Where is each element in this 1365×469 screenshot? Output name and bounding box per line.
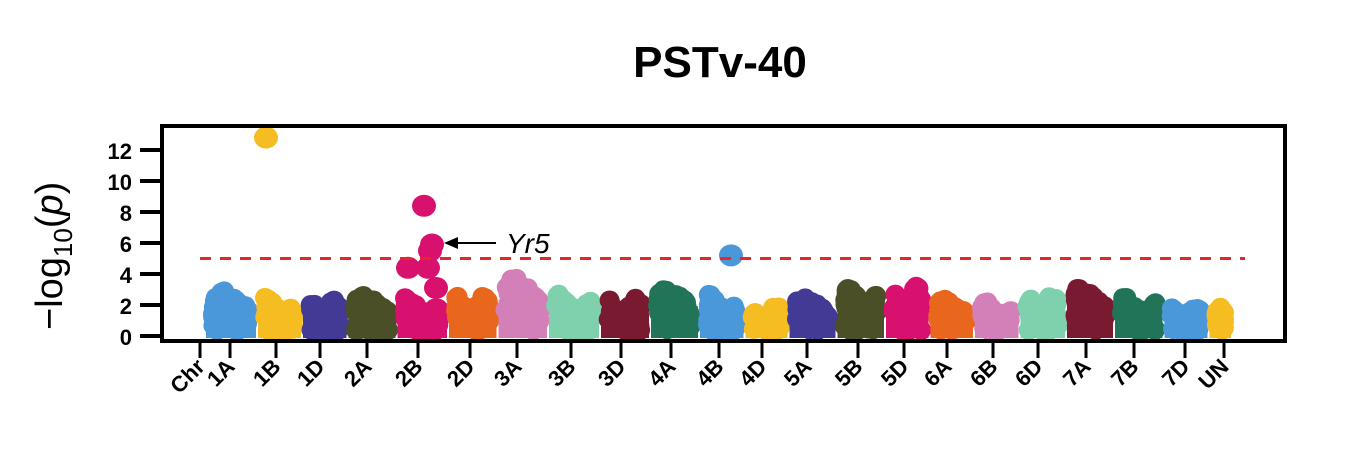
plot-frame — [160, 124, 1287, 343]
x-tick-label: 7B — [1106, 354, 1144, 392]
chromosome-4D-points — [742, 297, 791, 340]
y-axis-label: −log10(p) — [29, 182, 78, 330]
point-cluster — [700, 309, 744, 338]
chromosome-5A-points — [787, 288, 838, 340]
chromosome-6D-points — [1017, 287, 1068, 340]
chromosome-6A-points — [928, 289, 976, 340]
chromosome-3D-points — [598, 288, 651, 340]
y-tick-label: 8 — [120, 201, 132, 226]
points-layer — [203, 126, 1234, 340]
chromosome-2A-points — [345, 286, 398, 340]
x-tick-label: 3B — [543, 354, 581, 392]
data-point — [972, 297, 993, 318]
x-tick-label: 7A — [1058, 354, 1096, 392]
x-tick-label: 5B — [830, 354, 868, 392]
highlighted-point — [719, 244, 743, 267]
x-tick-label: 5D — [876, 354, 914, 392]
x-tick-label: 2B — [390, 354, 428, 392]
point-cluster — [303, 311, 347, 338]
highlighted-point — [424, 276, 448, 299]
y-tick-label: 4 — [120, 263, 133, 288]
chromosome-5D-points — [883, 276, 932, 340]
x-tick-label: 1A — [202, 354, 240, 392]
x-tick-label: 4A — [643, 354, 681, 392]
chromosome-2B-points — [395, 288, 450, 340]
arrow-head-icon — [444, 237, 458, 249]
highlighted-point — [254, 126, 278, 149]
x-tick-label: 4D — [734, 354, 772, 392]
chromosome-5B-points — [834, 279, 887, 340]
annotation: Yr5 — [444, 228, 550, 259]
point-cluster — [206, 309, 256, 338]
data-point — [499, 278, 520, 299]
highlighted-point — [412, 194, 436, 217]
highlighted-point — [396, 256, 420, 279]
chromosome-1D-points — [300, 290, 350, 340]
x-tick-label: 1B — [248, 354, 286, 392]
annotation-label: Yr5 — [506, 228, 550, 259]
x-tick-label: 3D — [593, 354, 631, 392]
point-cluster — [930, 313, 973, 338]
chromosome-4A-points — [648, 280, 701, 340]
chromosome-7B-points — [1112, 288, 1166, 340]
point-cluster — [1020, 309, 1065, 338]
x-tick-label: 3A — [489, 354, 527, 392]
point-cluster — [886, 305, 929, 338]
point-cluster — [745, 317, 788, 338]
y-tick-label: 12 — [108, 139, 132, 164]
x-tick-label: UN — [1193, 354, 1233, 394]
data-point — [1039, 287, 1060, 308]
chromosome-1B-points — [255, 287, 304, 340]
highlighted-point — [416, 256, 440, 279]
point-cluster — [1164, 316, 1208, 338]
data-point — [551, 292, 572, 313]
chromosome-3B-points — [546, 284, 602, 340]
point-cluster — [1115, 310, 1163, 338]
data-point — [909, 286, 930, 307]
x-tick-label: 4B — [691, 354, 729, 392]
point-cluster — [449, 310, 497, 338]
chromosome-UN-points — [1206, 297, 1234, 340]
x-tick-label: 2A — [339, 354, 377, 392]
point-cluster — [1209, 316, 1231, 338]
point-cluster — [975, 313, 1019, 338]
chromosome-4B-points — [698, 284, 747, 340]
point-cluster — [601, 312, 649, 338]
point-cluster — [651, 306, 698, 338]
chromosome-7D-points — [1161, 298, 1210, 340]
x-tick-label: 7D — [1157, 354, 1195, 392]
point-cluster — [498, 299, 547, 338]
x-tick-label: 6A — [919, 354, 957, 392]
point-cluster — [348, 310, 396, 338]
point-cluster — [837, 303, 884, 338]
chart-title: PSTv-40 — [633, 38, 807, 87]
data-point — [304, 294, 325, 315]
chromosome-2D-points — [446, 286, 500, 340]
chromosome-1A-points — [203, 281, 259, 340]
y-tick-label: 2 — [120, 294, 132, 319]
data-point — [840, 282, 861, 303]
highlighted-point — [418, 239, 442, 262]
y-tick-label: 10 — [108, 170, 132, 195]
point-cluster — [1067, 306, 1113, 338]
x-tick-label: 5A — [779, 354, 817, 392]
x-tick-label: 6B — [965, 354, 1003, 392]
x-tick-label: 6D — [1010, 354, 1048, 392]
chromosome-3A-points — [495, 268, 550, 340]
chromosome-7A-points — [1065, 279, 1116, 340]
point-cluster — [397, 311, 447, 338]
y-tick-label: 6 — [120, 232, 132, 257]
chromosome-6B-points — [972, 292, 1021, 340]
point-cluster — [789, 312, 836, 338]
x-tick-label: 2D — [442, 354, 480, 392]
point-cluster — [549, 308, 599, 338]
x-tick-label: 1D — [292, 354, 330, 392]
y-axis: 0 2 4 6 8 10 12 — [108, 139, 162, 350]
point-cluster — [258, 310, 301, 338]
y-tick-label: 0 — [120, 325, 132, 350]
